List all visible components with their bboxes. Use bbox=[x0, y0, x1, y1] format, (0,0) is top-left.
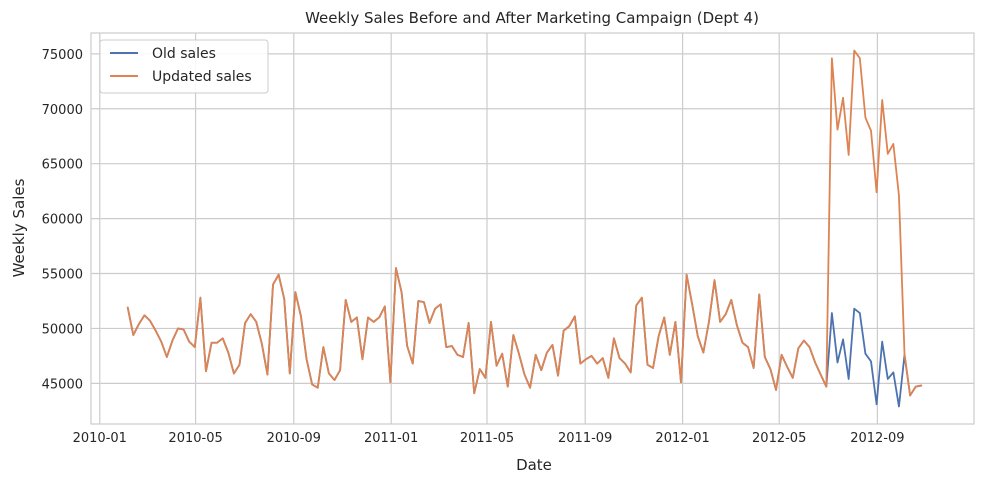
y-tick-label: 70000 bbox=[42, 103, 83, 118]
x-tick-labels: 2010-01 2010-05 2010-09 2011-01 2011-05 2011-… bbox=[73, 431, 905, 446]
chart-title: Weekly Sales Before and After Marketing … bbox=[305, 9, 759, 27]
x-tick-label: 2012-01 bbox=[655, 431, 709, 446]
y-tick-labels: 45000 50000 55000 60000 65000 70000 75000 bbox=[42, 48, 83, 392]
series-lines bbox=[126, 49, 923, 408]
y-tick-label: 75000 bbox=[42, 48, 83, 63]
legend: Old sales Updated sales bbox=[99, 39, 269, 94]
legend-box bbox=[99, 39, 269, 94]
x-axis-label: Date bbox=[516, 456, 552, 474]
y-tick-label: 65000 bbox=[42, 158, 83, 173]
legend-label-updated-sales: Updated sales bbox=[152, 69, 252, 85]
y-tick-label: 55000 bbox=[42, 268, 83, 283]
y-tick-label: 60000 bbox=[42, 213, 83, 228]
x-tick-label: 2010-09 bbox=[267, 431, 321, 446]
x-tick-label: 2012-05 bbox=[752, 431, 806, 446]
x-tick-label: 2010-01 bbox=[73, 431, 127, 446]
x-tick-label: 2012-09 bbox=[850, 431, 904, 446]
x-tick-label: 2011-01 bbox=[364, 431, 418, 446]
x-tick-label: 2011-05 bbox=[460, 431, 514, 446]
y-axis-label: Weekly Sales bbox=[10, 178, 28, 277]
series-line-updated-sales bbox=[126, 49, 923, 397]
legend-label-old-sales: Old sales bbox=[152, 46, 216, 62]
y-tick-label: 50000 bbox=[42, 322, 83, 337]
x-tick-label: 2011-09 bbox=[558, 431, 612, 446]
y-tick-label: 45000 bbox=[42, 377, 83, 392]
x-tick-label: 2010-05 bbox=[168, 431, 222, 446]
